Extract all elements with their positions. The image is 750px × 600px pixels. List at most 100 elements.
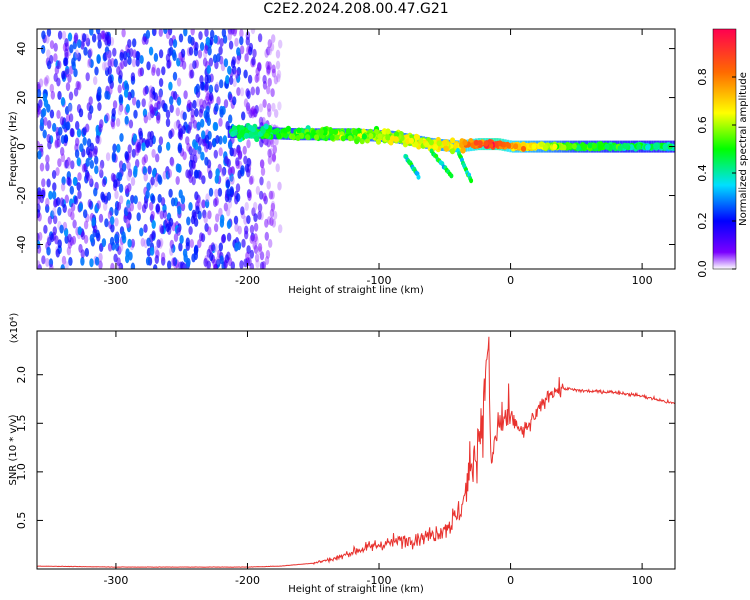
heatmap-cell bbox=[214, 196, 219, 206]
heatmap-cell bbox=[94, 66, 99, 76]
heatmap-cell bbox=[199, 81, 205, 91]
heatmap-cell bbox=[520, 141, 527, 148]
heatmap-cell bbox=[99, 159, 105, 169]
heatmap-cell bbox=[52, 226, 57, 236]
heatmap-cell bbox=[89, 142, 95, 152]
heatmap-cell bbox=[146, 237, 151, 247]
heatmap-cell bbox=[89, 59, 94, 69]
heatmap-cell bbox=[223, 259, 228, 269]
heatmap-cell bbox=[141, 36, 147, 45]
heatmap-cell bbox=[101, 61, 107, 71]
heatmap-cell bbox=[264, 231, 269, 241]
heatmap-cell bbox=[157, 174, 162, 184]
heatmap-cell bbox=[66, 156, 71, 166]
heatmap-cell bbox=[260, 159, 265, 169]
heatmap-cell bbox=[39, 162, 45, 172]
heatmap-cell bbox=[200, 118, 205, 128]
top-x-axis-label: Height of straight line (km) bbox=[288, 285, 424, 296]
heatmap-cell bbox=[37, 212, 42, 222]
heatmap-cell bbox=[115, 117, 121, 127]
heatmap-cell bbox=[179, 234, 184, 244]
heatmap-cell bbox=[80, 249, 86, 259]
heatmap-cell bbox=[63, 227, 69, 237]
heatmap-cell bbox=[109, 236, 115, 246]
top-plot-frame bbox=[36, 28, 676, 270]
heatmap-cell bbox=[182, 111, 187, 121]
bottom-x-axis-label: Height of straight line (km) bbox=[288, 584, 424, 595]
heatmap-cell bbox=[197, 49, 203, 59]
bottom-y-multiplier: (x10⁴) bbox=[9, 313, 20, 344]
heatmap-cell bbox=[413, 133, 419, 140]
heatmap-cell bbox=[77, 172, 82, 182]
heatmap-cell bbox=[166, 141, 171, 151]
heatmap-cell bbox=[255, 86, 260, 96]
heatmap-cell bbox=[69, 127, 75, 137]
heatmap-cell bbox=[227, 65, 232, 75]
heatmap-cell bbox=[264, 218, 269, 228]
heatmap-cell bbox=[130, 262, 136, 269]
heatmap-cell bbox=[46, 49, 51, 59]
heatmap-cell bbox=[253, 108, 258, 118]
heatmap-cell bbox=[165, 170, 171, 180]
heatmap-cell bbox=[252, 48, 257, 58]
heatmap-cell bbox=[127, 39, 132, 48]
heatmap-cell bbox=[139, 55, 144, 64]
heatmap-cell bbox=[67, 233, 72, 243]
heatmap-cell bbox=[89, 105, 94, 114]
heatmap-cell bbox=[118, 195, 124, 205]
heatmap-cell bbox=[197, 239, 202, 249]
heatmap-cell bbox=[127, 91, 132, 101]
heatmap-cell bbox=[54, 235, 59, 245]
heatmap-cell bbox=[413, 141, 419, 148]
heatmap-cell bbox=[169, 239, 174, 249]
heatmap-cell bbox=[204, 199, 210, 209]
heatmap-cell bbox=[127, 56, 132, 66]
heatmap-cell bbox=[107, 66, 113, 75]
heatmap-cell bbox=[234, 242, 239, 252]
heatmap-cell bbox=[123, 88, 129, 98]
heatmap-cell bbox=[121, 231, 126, 241]
heatmap-cell bbox=[254, 136, 260, 143]
bottom-plot-frame bbox=[36, 330, 676, 570]
heatmap-cell bbox=[125, 218, 131, 228]
heatmap-cell bbox=[112, 47, 117, 57]
heatmap-cell bbox=[60, 146, 65, 156]
heatmap-cell bbox=[239, 260, 244, 269]
heatmap-cell bbox=[149, 103, 154, 113]
heatmap-cell bbox=[158, 78, 164, 87]
heatmap-cell bbox=[188, 101, 193, 111]
heatmap-cell bbox=[246, 168, 251, 178]
y-tick-label: -20 bbox=[15, 187, 28, 205]
heatmap-cell bbox=[195, 133, 200, 143]
heatmap-cell bbox=[125, 219, 131, 229]
heatmap-cell bbox=[87, 49, 92, 59]
heatmap-cell bbox=[176, 57, 181, 67]
heatmap-cell bbox=[221, 29, 227, 38]
heatmap-cell bbox=[77, 39, 82, 49]
heatmap-cell bbox=[194, 244, 199, 254]
heatmap-cell bbox=[243, 98, 249, 108]
heatmap-cell bbox=[156, 114, 161, 124]
heatmap-cell bbox=[239, 36, 244, 46]
heatmap-cell bbox=[49, 83, 54, 93]
heatmap-cell bbox=[98, 252, 103, 262]
heatmap-cell bbox=[41, 30, 46, 40]
heatmap-cell bbox=[57, 206, 62, 216]
heatmap-cell bbox=[243, 69, 248, 79]
heatmap-cell bbox=[160, 225, 165, 235]
colorbar-tick-label: 0.6 bbox=[696, 116, 709, 134]
heatmap-cell bbox=[103, 52, 108, 61]
heatmap-cell bbox=[171, 257, 176, 267]
heatmap-cell bbox=[91, 217, 96, 227]
heatmap-cell bbox=[268, 238, 273, 248]
heatmap-cell bbox=[244, 201, 249, 211]
colorbar-tick-label: 0.8 bbox=[696, 68, 709, 86]
heatmap-cell bbox=[96, 200, 102, 210]
heatmap-cell bbox=[111, 107, 116, 117]
heatmap-cell bbox=[177, 144, 182, 154]
heatmap-cell bbox=[636, 143, 642, 150]
heatmap-cell bbox=[162, 209, 168, 219]
heatmap-cell bbox=[227, 140, 233, 150]
heatmap-cell bbox=[151, 66, 156, 76]
heatmap-cell bbox=[253, 233, 258, 243]
